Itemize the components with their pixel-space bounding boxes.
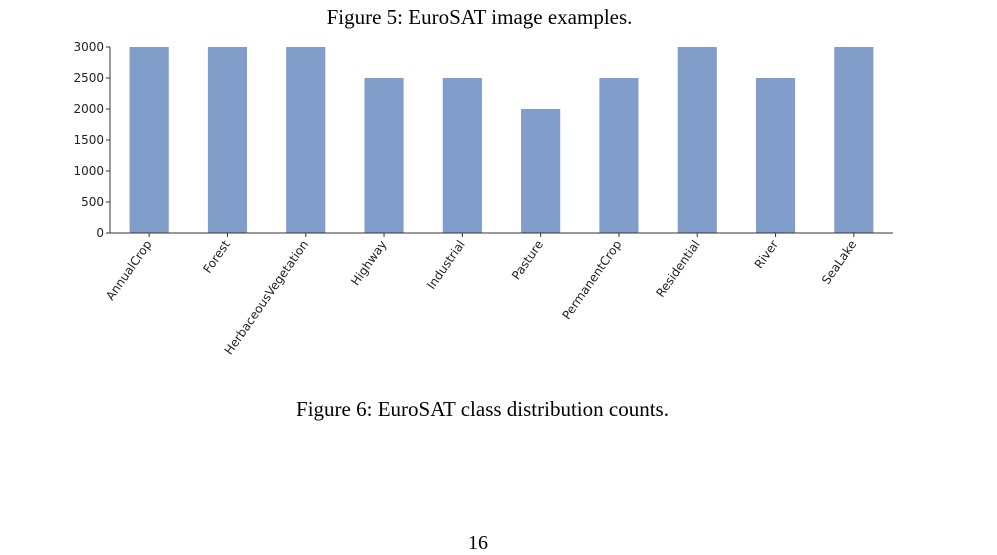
y-tick-label: 1500 bbox=[73, 133, 104, 147]
x-tick-label-industrial: Industrial bbox=[424, 238, 468, 292]
y-tick-label: 500 bbox=[81, 195, 104, 209]
bar-herbaceousvegetation bbox=[286, 47, 326, 233]
page-number: 16 bbox=[468, 532, 488, 554]
x-tick-label-annualcrop: AnnualCrop bbox=[103, 238, 154, 303]
x-tick-label-residential: Residential bbox=[653, 238, 702, 300]
x-tick-label-pasture: Pasture bbox=[509, 238, 546, 283]
y-tick-label: 3000 bbox=[73, 40, 104, 54]
bar-pasture bbox=[521, 109, 561, 233]
bar-river bbox=[755, 78, 796, 233]
x-tick-label-herbaceousvegetation: HerbaceousVegetation bbox=[222, 238, 312, 358]
bar-annualcrop bbox=[129, 47, 169, 233]
figure-5-caption: Figure 5: EuroSAT image examples. bbox=[326, 5, 633, 29]
y-tick-label: 2500 bbox=[73, 71, 104, 85]
figure-6-caption: Figure 6: EuroSAT class distribution cou… bbox=[296, 397, 669, 421]
x-tick-label-highway: Highway bbox=[348, 238, 389, 289]
bar-highway bbox=[364, 78, 404, 233]
y-tick-label: 0 bbox=[96, 226, 104, 240]
bar-industrial bbox=[442, 78, 482, 233]
bar-forest bbox=[207, 47, 248, 233]
x-tick-label-permanentcrop: PermanentCrop bbox=[559, 238, 624, 322]
x-tick-label-sealake: SeaLake bbox=[819, 238, 859, 287]
bar-permanentcrop bbox=[599, 78, 639, 233]
x-tick-label-river: River bbox=[752, 238, 781, 272]
y-tick-label: 1000 bbox=[73, 164, 104, 178]
y-tick-label: 2000 bbox=[73, 102, 104, 116]
x-tick-label-forest: Forest bbox=[200, 237, 233, 275]
bar-sealake bbox=[834, 47, 874, 233]
bar-residential bbox=[677, 47, 717, 233]
